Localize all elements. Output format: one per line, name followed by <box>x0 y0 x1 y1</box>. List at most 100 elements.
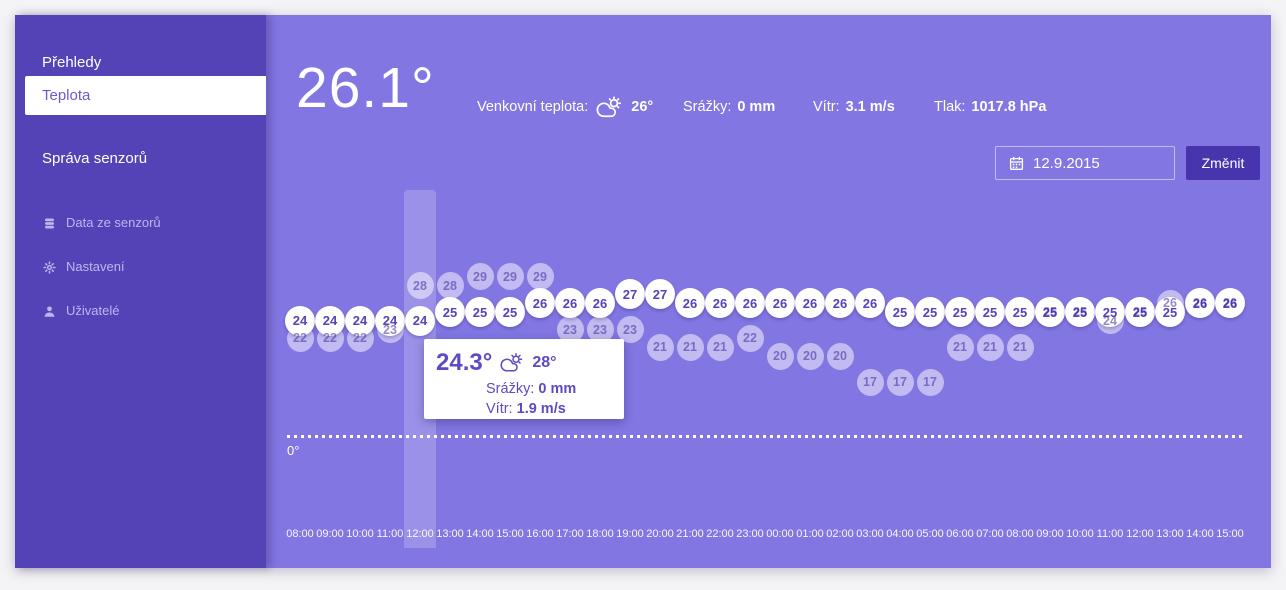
outdoor-temp-bubble[interactable] <box>436 272 464 300</box>
sensor-temp-bubble[interactable]: 26 <box>555 288 585 319</box>
time-axis-label: 19:00 <box>616 528 644 540</box>
outdoor-temp-bubble[interactable] <box>466 263 494 291</box>
main-panel: 26.1° Venkovní teplota: 26° Srážky: 0 mm… <box>266 15 1271 568</box>
sensor-temp-bubble[interactable]: 25 <box>465 297 495 327</box>
outdoor-temp-bubble[interactable] <box>946 333 974 361</box>
sensor-temp-bubble[interactable]: 26 <box>795 288 825 319</box>
sidebar-item-nastaveni[interactable]: Nastavení <box>15 252 266 282</box>
sidebar-item-label: Teplota <box>42 87 91 104</box>
sensor-temp-bubble[interactable]: 26 <box>1215 288 1245 319</box>
time-axis-label: 04:00 <box>886 528 914 540</box>
sensor-temp-bubble[interactable]: 26 <box>1185 288 1215 319</box>
outdoor-temp-bubble[interactable] <box>886 368 914 396</box>
time-axis-label: 12:00 <box>406 528 434 540</box>
pressure-value: 1017.8 hPa <box>971 99 1047 115</box>
outdoor-temp-bubble[interactable] <box>826 342 854 370</box>
sensor-temp-bubble[interactable]: 26 <box>585 288 615 319</box>
sensor-temp-bubble[interactable]: 24 <box>285 305 315 336</box>
sensor-temp-bubble[interactable]: 27 <box>645 279 675 310</box>
sidebar-item-prehledy[interactable]: Přehledy <box>15 43 266 83</box>
sidebar-item-label: Nastavení <box>66 259 125 274</box>
outdoor-temp-bubble[interactable] <box>1006 333 1034 361</box>
sensor-temp-bubble[interactable]: 25 <box>1125 297 1155 327</box>
sidebar-item-teplota[interactable]: Teplota <box>25 76 266 115</box>
sun-cloud-icon <box>500 353 524 373</box>
outdoor-temp-bubble[interactable] <box>706 333 734 361</box>
outdoor-temp-bubble[interactable] <box>526 263 554 291</box>
sensor-temp-bubble[interactable]: 25 <box>885 297 915 327</box>
outdoor-temp-bubble[interactable] <box>856 368 884 396</box>
precipitation-value: 0 mm <box>737 99 776 115</box>
time-axis-label: 07:00 <box>976 528 1004 540</box>
outdoor-temp-bubble[interactable] <box>766 342 794 370</box>
outdoor-temp-bubble[interactable] <box>616 316 644 344</box>
precipitation-stat: Srážky: 0 mm <box>683 95 775 119</box>
zero-degree-line <box>287 435 1245 438</box>
outdoor-temp-bubble[interactable] <box>556 316 584 344</box>
sensor-temp-bubble[interactable]: 25 <box>1065 297 1095 327</box>
sensor-temp-bubble[interactable]: 25 <box>1155 297 1185 327</box>
sensor-temp-bubble[interactable]: 27 <box>615 279 645 310</box>
sensor-temp-bubble[interactable]: 24 <box>315 305 345 336</box>
pressure-label: Tlak: <box>934 99 966 115</box>
sensor-temp-bubble[interactable]: 25 <box>1035 297 1065 327</box>
outdoor-temp-bubble[interactable] <box>736 324 764 352</box>
time-axis-label: 11:00 <box>1096 528 1124 540</box>
sensor-temp-bubble[interactable]: 26 <box>525 288 555 319</box>
sensor-temp-bubble[interactable]: 26 <box>705 288 735 319</box>
time-axis-label: 22:00 <box>706 528 734 540</box>
sensor-temp-bubble[interactable]: 26 <box>675 288 705 319</box>
tooltip-wind: Vítr: 1.9 m/s <box>486 401 566 417</box>
date-picker-field[interactable]: 12.9.2015 <box>995 146 1175 180</box>
sensor-temp-bubble[interactable]: 26 <box>735 288 765 319</box>
sensor-temp-bubble[interactable]: 25 <box>915 297 945 327</box>
time-axis-label: 17:00 <box>556 528 584 540</box>
time-axis-label: 09:00 <box>1036 528 1064 540</box>
sensor-temp-bubble[interactable]: 24 <box>405 305 435 336</box>
time-axis-label: 23:00 <box>736 528 764 540</box>
outdoor-temp-bubble[interactable] <box>916 368 944 396</box>
sensor-temp-bubble[interactable]: 25 <box>975 297 1005 327</box>
time-axis-label: 15:00 <box>1216 528 1244 540</box>
sensor-temp-bubble[interactable]: 24 <box>345 305 375 336</box>
wind-label: Vítr: <box>813 99 840 115</box>
time-axis-label: 10:00 <box>346 528 374 540</box>
time-axis-label: 11:00 <box>376 528 404 540</box>
outdoor-temp-bubble[interactable] <box>646 333 674 361</box>
sensor-temp-bubble[interactable]: 26 <box>825 288 855 319</box>
outdoor-temp-bubble[interactable] <box>796 342 824 370</box>
sensor-temp-bubble[interactable]: 25 <box>1005 297 1035 327</box>
sensor-temp-bubble[interactable]: 25 <box>495 297 525 327</box>
tooltip-outdoor-temp: 28° <box>532 354 557 371</box>
sensor-temp-bubble[interactable]: 25 <box>435 297 465 327</box>
sidebar: Přehledy Teplota Správa senzorů Data ze … <box>15 15 266 568</box>
sensor-temp-bubble[interactable]: 26 <box>855 288 885 319</box>
sidebar-item-label: Uživatelé <box>66 303 120 318</box>
sensor-temp-bubble[interactable]: 24 <box>375 305 405 336</box>
zero-degree-label: 0° <box>287 443 300 458</box>
sidebar-item-label: Správa senzorů <box>42 150 148 167</box>
change-date-button[interactable]: Změnit <box>1186 146 1260 180</box>
outdoor-temp-bubble[interactable] <box>406 272 434 300</box>
time-axis-label: 21:00 <box>676 528 704 540</box>
app-card: Přehledy Teplota Správa senzorů Data ze … <box>15 15 1271 568</box>
sensor-temp-bubble[interactable]: 25 <box>945 297 975 327</box>
sensor-temp-bubble[interactable]: 26 <box>765 288 795 319</box>
sidebar-item-data-ze-senzoru[interactable]: Data ze senzorů <box>15 208 266 238</box>
outdoor-temp-bubble[interactable] <box>496 263 524 291</box>
user-icon <box>43 305 56 318</box>
wind-stat: Vítr: 3.1 m/s <box>813 95 895 119</box>
outdoor-temp-bubble[interactable] <box>976 333 1004 361</box>
outdoor-temp-bubble[interactable] <box>676 333 704 361</box>
time-axis-label: 02:00 <box>826 528 854 540</box>
time-axis-label: 08:00 <box>286 528 314 540</box>
sidebar-item-uzivatele[interactable]: Uživatelé <box>15 296 266 326</box>
chart-tooltip: 24.3° 28° Srážky: 0 mm Vítr: 1.9 m/s <box>424 339 624 419</box>
time-axis-label: 13:00 <box>1156 528 1184 540</box>
outdoor-temp-bubble[interactable] <box>586 316 614 344</box>
time-axis-label: 05:00 <box>916 528 944 540</box>
sidebar-item-sprava-senzoru[interactable]: Správa senzorů <box>15 139 266 179</box>
sensor-temp-bubble[interactable]: 25 <box>1095 297 1125 327</box>
date-value: 12.9.2015 <box>1033 154 1100 172</box>
time-axis-label: 10:00 <box>1066 528 1094 540</box>
